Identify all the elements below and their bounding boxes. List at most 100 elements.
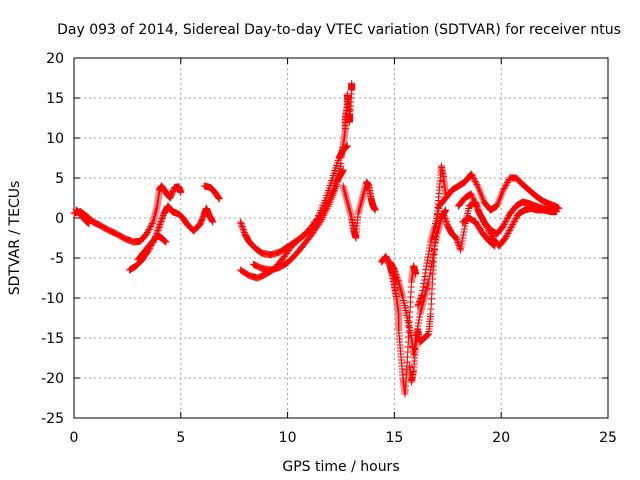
data-point <box>424 256 432 264</box>
data-point <box>159 213 167 221</box>
data-point <box>143 230 151 238</box>
data-point <box>317 217 325 225</box>
data-point <box>456 245 464 252</box>
y-tick-label: -20 <box>41 371 64 387</box>
data-point <box>475 208 483 215</box>
data-point <box>145 226 153 233</box>
data-point <box>157 219 165 227</box>
data-point <box>240 227 248 235</box>
grid-lines <box>74 58 608 418</box>
data-point <box>390 266 398 274</box>
data-point <box>460 225 468 233</box>
data-point <box>501 183 509 191</box>
data-point <box>443 219 451 227</box>
data-point <box>158 216 166 224</box>
data-point <box>156 221 164 228</box>
data-point <box>491 242 499 250</box>
data-point <box>215 195 223 203</box>
series-arc-g <box>237 142 351 282</box>
data-point <box>457 243 465 251</box>
data-point <box>412 270 420 278</box>
data-point <box>500 221 508 228</box>
data-point <box>348 80 356 88</box>
data-point <box>146 224 154 232</box>
data-point <box>452 234 460 242</box>
data-point <box>502 218 510 225</box>
data-point <box>419 287 427 294</box>
data-point <box>501 234 509 242</box>
data-point <box>85 220 93 228</box>
data-point <box>414 301 422 308</box>
y-tick-label: 10 <box>46 131 64 147</box>
data-point <box>477 212 485 220</box>
data-point <box>468 172 476 179</box>
data-point <box>454 239 462 246</box>
data-point <box>238 221 246 229</box>
x-tick-label: 25 <box>599 430 617 446</box>
x-tick-label: 20 <box>492 430 510 446</box>
data-point <box>415 298 423 305</box>
x-tick-label: 5 <box>176 430 185 446</box>
data-point <box>507 224 515 231</box>
y-tick-label: -5 <box>50 251 64 267</box>
data-point <box>500 185 508 192</box>
data-point <box>421 273 429 280</box>
data-point <box>512 215 520 222</box>
data-point <box>502 233 510 240</box>
series-arc-j <box>339 178 379 242</box>
data-point <box>479 215 487 223</box>
data-point <box>459 234 467 242</box>
series-arc-p <box>454 190 559 238</box>
data-point <box>440 210 448 218</box>
data-point <box>441 207 449 215</box>
data-point <box>157 218 165 225</box>
data-point <box>148 220 156 227</box>
y-tick-label: 0 <box>55 211 64 227</box>
data-point <box>154 225 162 233</box>
data-point <box>416 296 424 304</box>
data-point <box>509 219 517 227</box>
data-point <box>393 272 401 280</box>
data-point <box>420 276 428 284</box>
axis-ticks: 0 5 10 15 20 25 -25 -20 -15 -10 -5 0 5 10 15 20 <box>41 51 617 446</box>
data-point <box>415 316 423 324</box>
data-point <box>143 229 151 236</box>
chart-title: Day 093 of 2014, Sidereal Day-to-day VTE… <box>57 22 621 38</box>
series-arc-n <box>414 170 563 310</box>
series-arc-d <box>134 232 170 264</box>
data-point <box>505 227 513 234</box>
data-point <box>414 319 422 327</box>
data-point <box>209 218 217 226</box>
data-point <box>473 181 481 188</box>
data-point <box>391 268 399 275</box>
data-point <box>419 283 427 291</box>
data-point <box>459 231 467 239</box>
data-point <box>551 206 559 214</box>
data-point <box>429 251 437 259</box>
data-point <box>144 227 152 235</box>
data-point <box>414 302 422 310</box>
data-point <box>339 166 347 174</box>
data-point <box>208 217 216 225</box>
x-tick-label: 0 <box>70 430 79 446</box>
data-point <box>441 215 449 222</box>
data-point <box>239 224 247 232</box>
data-point <box>426 244 434 252</box>
data-point <box>155 224 163 231</box>
plot-frame <box>73 57 609 419</box>
data-point <box>417 295 425 302</box>
data-point <box>490 241 498 249</box>
data-point <box>147 221 155 229</box>
data-point <box>506 225 514 233</box>
data-point <box>425 250 433 258</box>
y-tick-label: -10 <box>41 291 64 307</box>
data-point <box>489 241 497 249</box>
data-point <box>421 269 429 277</box>
data-point <box>162 238 170 246</box>
data-point <box>457 246 465 254</box>
data-point <box>503 180 511 188</box>
data-point <box>442 218 450 225</box>
data-point <box>476 211 484 218</box>
data-point <box>442 216 450 224</box>
